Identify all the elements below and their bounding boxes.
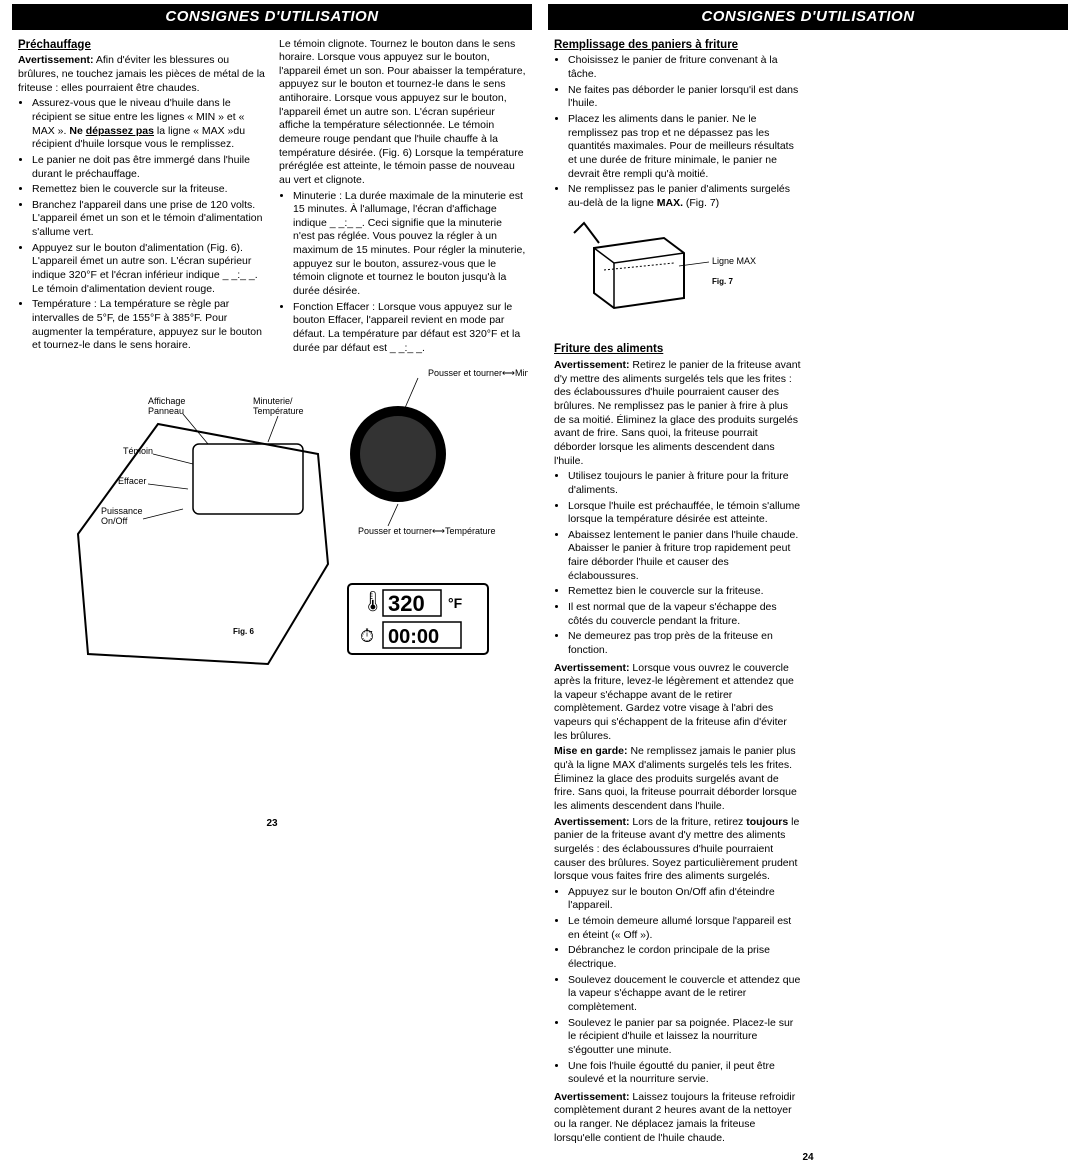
remplissage-list: Choisissez le panier de friture convenan… <box>554 54 801 210</box>
svg-text:Puissance: Puissance <box>101 506 143 516</box>
list-item: Utilisez toujours le panier à friture po… <box>568 470 801 497</box>
list-item: Minuterie : La durée maximale de la minu… <box>293 190 526 299</box>
friture-warning: Avertissement: Retirez le panier de la f… <box>554 359 801 468</box>
list-item: Abaissez lentement le panier dans l'huil… <box>568 529 801 584</box>
list-item: Il est normal que de la vapeur s'échappe… <box>568 601 801 628</box>
list-item: Soulevez le panier par sa poignée. Place… <box>568 1017 801 1058</box>
list-item: Soulevez doucement le couvercle et atten… <box>568 974 801 1015</box>
list-item: Lorsque l'huile est préchauffée, le témo… <box>568 500 801 527</box>
page-24: CONSIGNES D'UTILISATION Remplissage des … <box>540 4 1076 830</box>
warning-frying: Avertissement: Lors de la friture, retir… <box>554 816 801 884</box>
svg-text:⏱: ⏱ <box>360 626 374 646</box>
prechauffage-title: Préchauffage <box>18 38 265 53</box>
svg-text:Température: Température <box>253 406 304 416</box>
svg-text:320: 320 <box>388 591 425 616</box>
figure-6: Pousser et tourner⟷Minuterie Affichage P… <box>18 364 526 678</box>
list-item: Débranchez le cordon principale de la pr… <box>568 944 801 971</box>
list-item: Fonction Effacer : Lorsque vous appuyez … <box>293 301 526 356</box>
svg-text:Effacer: Effacer <box>118 476 146 486</box>
list-item: Ne faites pas déborder le panier lorsqu'… <box>568 84 801 111</box>
shutdown-list: Appuyez sur le bouton On/Off afin d'étei… <box>554 886 801 1087</box>
svg-text:Minuterie/: Minuterie/ <box>253 396 293 406</box>
list-item: Température : La température se règle pa… <box>32 298 265 353</box>
fig6-pousser-min: Pousser et tourner⟷Minuterie <box>428 368 528 378</box>
friture-title: Friture des aliments <box>554 342 801 357</box>
list-item: Choisissez le panier de friture convenan… <box>568 54 801 81</box>
svg-text:°F: °F <box>448 595 463 611</box>
svg-text:Fig. 7: Fig. 7 <box>712 277 733 286</box>
friture-list: Utilisez toujours le panier à friture po… <box>554 470 801 657</box>
warn-label: Avertissement: <box>18 54 93 66</box>
svg-text:🌡: 🌡 <box>360 591 385 613</box>
svg-text:Fig. 6: Fig. 6 <box>233 627 254 636</box>
list-item: Ne remplissez pas le panier d'aliments s… <box>568 183 801 210</box>
list-item: Le panier ne doit pas être immergé dans … <box>32 154 265 181</box>
svg-text:00:00: 00:00 <box>388 626 439 648</box>
content-left: Préchauffage Avertissement: Afin d'évite… <box>12 30 532 814</box>
content-right: Remplissage des paniers à friture Choisi… <box>548 30 1068 1148</box>
col2-list: Minuterie : La durée maximale de la minu… <box>279 190 526 356</box>
col2-para: Le témoin clignote. Tournez le bouton da… <box>279 38 526 188</box>
warning-open-lid: Avertissement: Lorsque vous ouvrez le co… <box>554 662 801 744</box>
header-right: CONSIGNES D'UTILISATION <box>548 4 1068 30</box>
list-item: Remettez bien le couvercle sur la friteu… <box>568 585 801 599</box>
list-item: Placez les aliments dans le panier. Ne l… <box>568 113 801 181</box>
list-item: Ne demeurez pas trop près de la friteuse… <box>568 630 801 657</box>
prechauffage-warning: Avertissement: Afin d'éviter les blessur… <box>18 54 265 95</box>
svg-text:Panneau: Panneau <box>148 406 184 416</box>
prechauffage-list: Assurez-vous que le niveau d'huile dans … <box>18 97 265 353</box>
mise-en-garde: Mise en garde: Ne remplissez jamais le p… <box>554 745 801 813</box>
svg-text:Affichage: Affichage <box>148 396 185 406</box>
page-number-23: 23 <box>12 813 532 830</box>
header-left: CONSIGNES D'UTILISATION <box>12 4 532 30</box>
list-item: Branchez l'appareil dans une prise de 12… <box>32 199 265 240</box>
list-item: Appuyez sur le bouton d'alimentation (Fi… <box>32 242 265 297</box>
list-item: Remettez bien le couvercle sur la friteu… <box>32 183 265 197</box>
figure-7: Ligne MAX Fig. 7 <box>554 218 801 332</box>
list-item: Une fois l'huile égoutté du panier, il p… <box>568 1060 801 1087</box>
remplissage-title: Remplissage des paniers à friture <box>554 38 801 53</box>
page-23: CONSIGNES D'UTILISATION Préchauffage Ave… <box>4 4 540 830</box>
page-number-24: 24 <box>548 1147 1068 1164</box>
list-item: Appuyez sur le bouton On/Off afin d'étei… <box>568 886 801 913</box>
warning-cooling: Avertissement: Laissez toujours la frite… <box>554 1091 801 1146</box>
svg-text:Ligne MAX: Ligne MAX <box>712 256 756 266</box>
list-item: Assurez-vous que le niveau d'huile dans … <box>32 97 265 152</box>
svg-text:Pousser et tourner⟷Température: Pousser et tourner⟷Température <box>358 526 495 536</box>
svg-text:On/Off: On/Off <box>101 516 128 526</box>
list-item: Le témoin demeure allumé lorsque l'appar… <box>568 915 801 942</box>
